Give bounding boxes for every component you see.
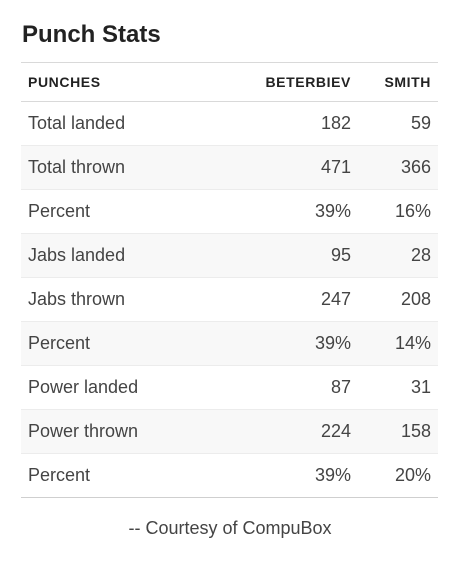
table-row: Total thrown 471 366 [21,145,438,190]
smith-value: 14% [351,321,438,366]
beterbiev-value: 39% [226,189,351,234]
smith-value: 59 [351,101,438,146]
smith-value: 31 [351,365,438,410]
smith-value: 20% [394,465,431,485]
table-row: Percent 39% 20% [21,454,438,498]
beterbiev-value: 87 [226,365,351,410]
punch-stats-table: PUNCHES BETERBIEV SMITH Total landed 182… [21,62,438,498]
beterbiev-value: 39% [314,465,351,485]
table-row: Power landed 87 31 [21,365,438,410]
beterbiev-value: 95 [226,233,351,278]
smith-value: 158 [351,409,438,454]
smith-value: 16% [351,189,438,234]
row-label: Percent [28,465,91,485]
table-row: Jabs thrown 247 208 [21,277,438,322]
smith-value: 208 [351,277,438,322]
row-label: Jabs landed [21,233,226,278]
column-header-smith: SMITH [351,62,438,102]
row-label: Jabs thrown [21,277,226,322]
table-row: Percent 39% 14% [21,321,438,366]
table-row: Jabs landed 95 28 [21,233,438,278]
beterbiev-value: 182 [226,101,351,146]
page-title: Punch Stats [22,21,161,48]
beterbiev-value: 224 [226,409,351,454]
table-row: Percent 39% 16% [21,189,438,234]
row-label: Power thrown [21,409,226,454]
beterbiev-value: 247 [226,277,351,322]
table-row: Power thrown 224 158 [21,409,438,454]
smith-value: 28 [351,233,438,278]
row-label: Percent [21,189,226,234]
column-header-punches: PUNCHES [21,62,226,102]
row-label: Total thrown [21,145,226,190]
source-credit: -- Courtesy of CompuBox [128,518,332,538]
beterbiev-value: 471 [226,145,351,190]
smith-value: 366 [351,145,438,190]
beterbiev-value: 39% [226,321,351,366]
table-row: Total landed 182 59 [21,101,438,146]
row-label: Percent [21,321,226,366]
row-label: Total landed [21,101,226,146]
row-label: Power landed [21,365,226,410]
column-header-beterbiev: BETERBIEV [226,62,351,102]
table-header-row: PUNCHES BETERBIEV SMITH [21,62,438,102]
